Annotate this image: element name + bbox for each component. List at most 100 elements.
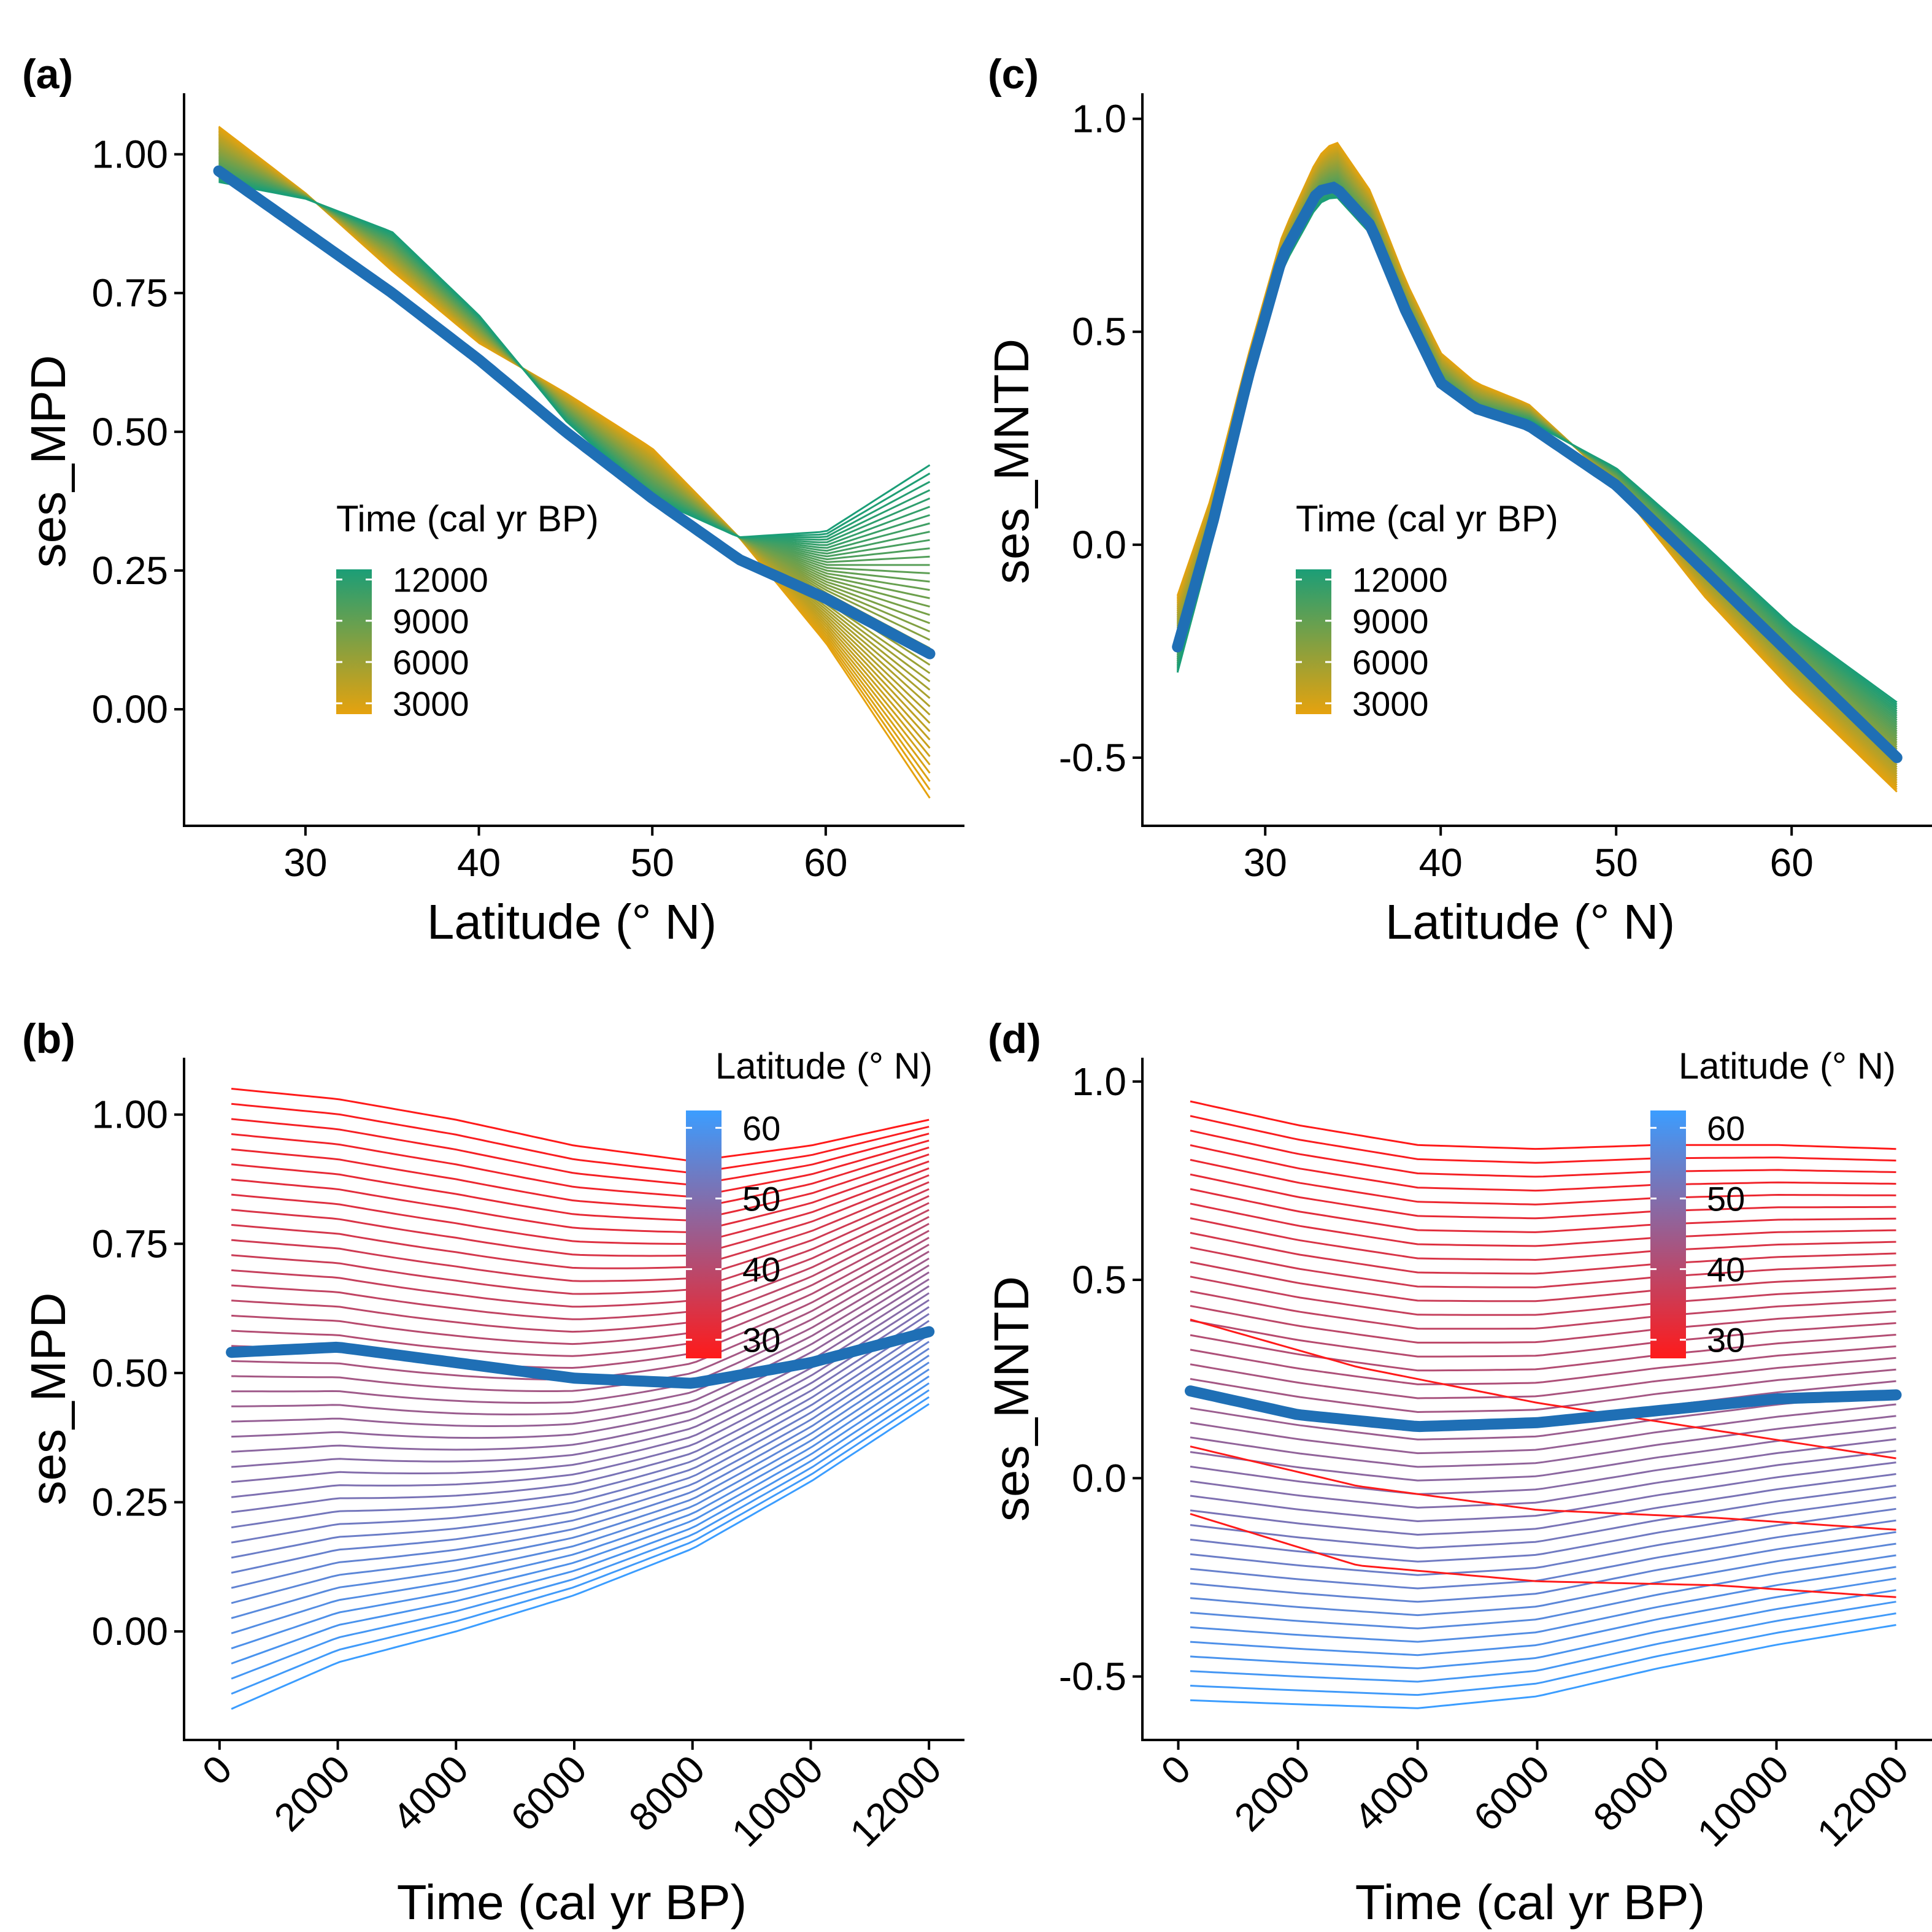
panel-a-series-line: [218, 170, 930, 555]
panel-d-label: (d): [988, 1015, 1041, 1062]
panel-c: (c) -0.5 0.0 0.5 1.0 30 40 50 60 Time (cal yr B…: [984, 51, 1932, 949]
panel-c-x-tick-label: 60: [1770, 841, 1814, 885]
panel-d-colorbar: [1650, 1110, 1686, 1358]
panel-c-ylabel: ses_MNTD: [984, 339, 1039, 584]
panel-c-legend-tick-label: 9000: [1352, 602, 1429, 641]
panel-a-colorbar: [336, 569, 372, 714]
panel-d-mean-curve: [1185, 1385, 1902, 1433]
panel-d-series-line: [1190, 1531, 1896, 1603]
panel-b-x-tick-label: 8000: [620, 1747, 714, 1840]
panel-c-mean-curve: [1172, 181, 1903, 763]
panel-a-legend-title: Time (cal yr BP): [336, 498, 599, 539]
panel-b-colorbar: [686, 1110, 722, 1358]
panel-d-series-line: [1190, 1334, 1896, 1372]
panel-b-y-tick-label: 1.00: [91, 1093, 168, 1137]
panel-b-series-line: [231, 1299, 930, 1484]
panel-d-legend-tick-label: 30: [1707, 1321, 1745, 1360]
panel-b-ylabel: ses_MPD: [21, 1293, 75, 1506]
panel-b-series-line: [231, 1326, 930, 1544]
panel-a-ylabel: ses_MPD: [21, 355, 75, 568]
panel-d-y-tick-label: 0.5: [1072, 1258, 1126, 1302]
panel-c-x-tick-label: 40: [1419, 841, 1463, 885]
panel-b-x-tick-label: 10000: [723, 1747, 832, 1855]
panel-b-legend-tick-label: 60: [742, 1109, 780, 1147]
panel-c-y-tick-label: 1.0: [1072, 97, 1126, 141]
panel-d-series-line: [1190, 1246, 1896, 1288]
panel-c-legend-tick-label: 12000: [1352, 561, 1448, 599]
panel-d-series-line: [1190, 1601, 1896, 1683]
panel-b-series-line: [231, 1146, 929, 1210]
panel-b-x-tick-label: 12000: [841, 1747, 950, 1855]
panel-b-series-line: [231, 1160, 929, 1233]
panel-d-series-line: [1190, 1519, 1896, 1590]
panel-d-series-line: [1190, 1473, 1896, 1536]
panel-d-x-tick-label: 8000: [1585, 1747, 1678, 1840]
panel-a-series-line: [218, 127, 931, 791]
panel-d-series-line: [1190, 1542, 1896, 1617]
panel-d-series-line: [1190, 1566, 1896, 1643]
panel-a-series-line: [218, 181, 931, 539]
panel-b-series-line: [231, 1230, 929, 1357]
panel-d-series-line: [1190, 1403, 1896, 1455]
panel-c-mean-line: [1172, 181, 1903, 763]
panel-b-series-line: [231, 1195, 929, 1295]
panel-a-legend-tick-label: 3000: [393, 684, 469, 723]
panel-d-series-line: [1190, 1188, 1896, 1233]
panel-b-series-line: [231, 1334, 930, 1559]
panel-b-x-tick-label: 4000: [384, 1747, 477, 1840]
panel-d-series-line: [1190, 1624, 1896, 1709]
panel-a-x-tick-label: 60: [804, 841, 847, 885]
panel-c-y-tick-label: 0.0: [1072, 523, 1126, 567]
panel-b-x-tick-label: 6000: [502, 1747, 595, 1840]
panel-c-label: (c): [988, 51, 1039, 98]
panel-a-legend-tick-label: 6000: [393, 643, 469, 682]
panel-d-series-line: [1190, 1484, 1896, 1549]
panel-d-y-tick-label: 1.0: [1072, 1060, 1126, 1104]
panel-d-x-tick-label: 6000: [1465, 1747, 1558, 1840]
panel-d-series-line: [1190, 1589, 1896, 1669]
panel-d-series-line: [1190, 1276, 1896, 1316]
panel-d-series-line: [1190, 1318, 1896, 1460]
panel-d-y-tick-label: -0.5: [1059, 1655, 1126, 1699]
panel-d-series-line: [1190, 1391, 1896, 1441]
panel-d-series-line: [1190, 1173, 1896, 1220]
panel-d: (d) -0.5 0.0 0.5 1.0 0 2000 4000 6000 8000 10000 1…: [984, 1015, 1932, 1930]
panel-b-label: (b): [22, 1015, 75, 1062]
panel-b-series-line: [231, 1320, 930, 1529]
panel-a-mean-curve: [213, 165, 936, 660]
panel-c-legend-tick-label: 3000: [1352, 684, 1429, 723]
panel-b-series-line: [231, 1271, 929, 1427]
panel-d-series-line: [1190, 1217, 1896, 1261]
panel-a-series-line: [218, 156, 930, 616]
panel-d-x-tick-label: 2000: [1226, 1747, 1319, 1840]
panel-d-legend: Latitude (° N) 60 50 40 30: [1650, 1045, 1896, 1360]
panel-d-series-line: [1190, 1612, 1896, 1696]
panel-b-series-line: [231, 1403, 930, 1710]
panel-d-mean-line: [1185, 1385, 1902, 1433]
panel-b-series-line: [231, 1103, 929, 1174]
panel-a-y-tick-label: 0.00: [91, 687, 168, 731]
panel-b-series-line: [231, 1368, 930, 1634]
panel-b-series-line: [231, 1355, 930, 1604]
panel-b-series-line: [231, 1209, 929, 1320]
panel-a-series-line: [218, 178, 931, 539]
panel-d-series-line: [1190, 1319, 1896, 1358]
panel-a-series-line: [218, 175, 931, 544]
panel-b-series-line: [231, 1188, 929, 1282]
panel-b-legend-tick-label: 50: [742, 1179, 780, 1218]
panel-d-series-line: [1190, 1368, 1896, 1414]
panel-a-y-tick-label: 1.00: [91, 133, 168, 177]
panel-b-x-tick-label: 0: [194, 1747, 241, 1793]
panel-a-y-tick-label: 0.75: [91, 271, 168, 315]
panel-b-series-line: [231, 1181, 929, 1269]
panel-b-series-line: [231, 1264, 929, 1416]
panel-b-series-line: [231, 1382, 930, 1665]
panel-d-axes: -0.5 0.0 0.5 1.0 0 2000 4000 6000 8000 10000 12000: [1059, 1058, 1932, 1855]
panel-a-series-line: [218, 177, 931, 541]
panel-b-series-line: [231, 1313, 930, 1514]
panel-d-legend-tick-label: 40: [1707, 1250, 1745, 1289]
panel-b-series-line: [231, 1347, 930, 1589]
panel-b-series-line: [231, 1088, 929, 1162]
panel-a-xlabel: Latitude (° N): [427, 895, 717, 949]
